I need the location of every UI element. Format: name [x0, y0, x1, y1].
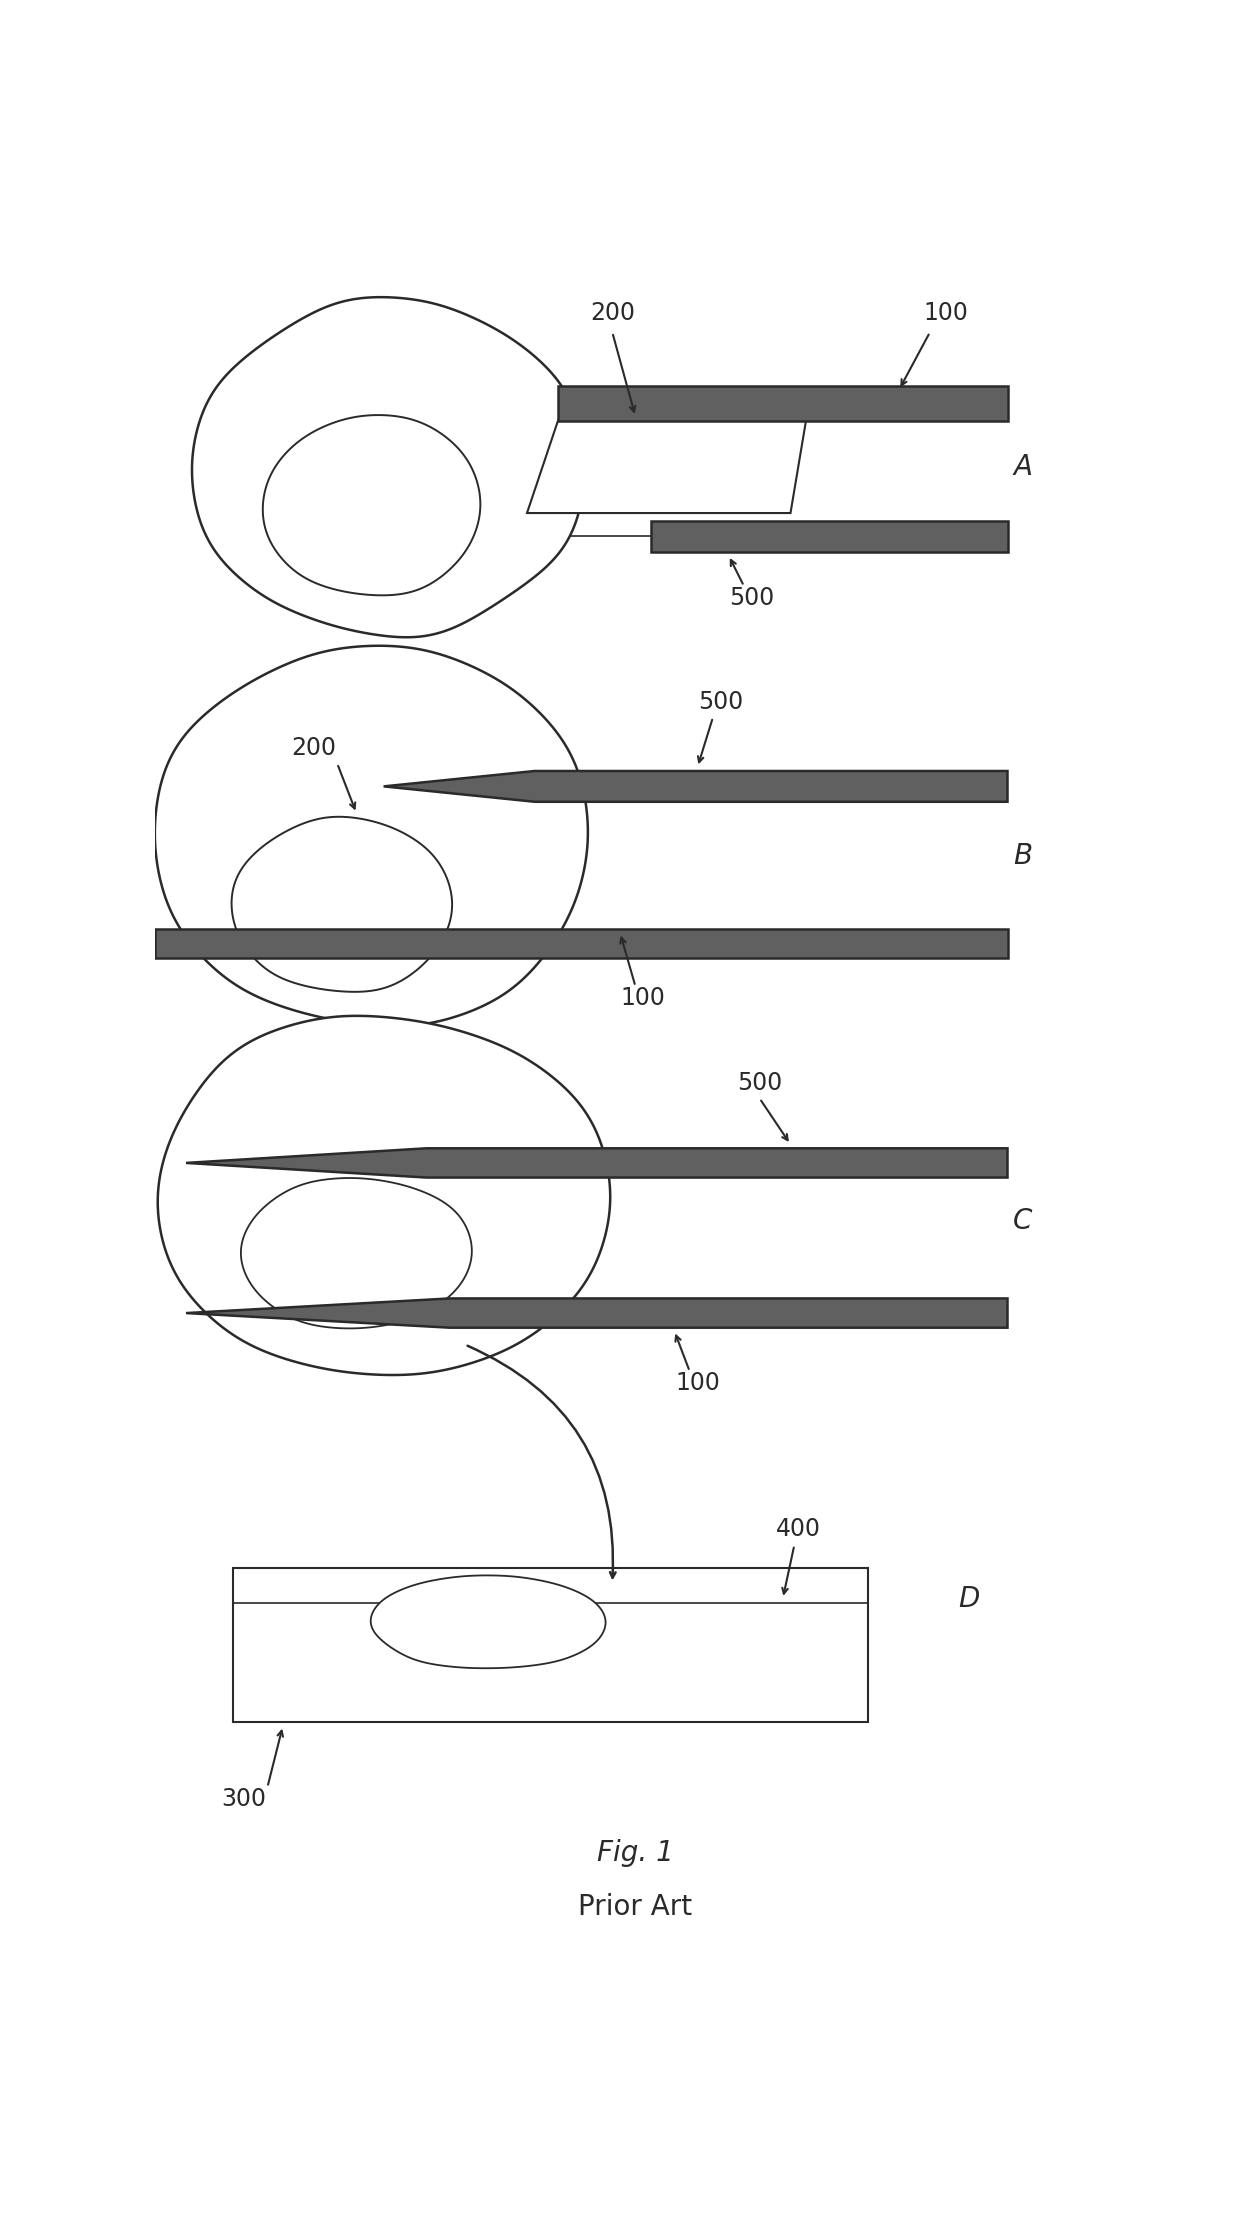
Text: 500: 500 [729, 587, 774, 609]
Polygon shape [157, 1015, 610, 1375]
Polygon shape [383, 771, 1007, 802]
Text: 100: 100 [675, 1371, 720, 1395]
Text: 200: 200 [590, 300, 635, 324]
Text: D: D [959, 1584, 980, 1613]
Text: 100: 100 [621, 987, 666, 1011]
Text: A: A [1013, 453, 1033, 480]
Text: C: C [1013, 1207, 1033, 1235]
Polygon shape [527, 420, 806, 513]
Text: 500: 500 [737, 1071, 782, 1095]
Text: 300: 300 [222, 1786, 267, 1811]
Polygon shape [155, 929, 1007, 958]
Polygon shape [186, 1149, 1007, 1178]
Text: Fig. 1: Fig. 1 [598, 1840, 673, 1866]
Polygon shape [232, 818, 453, 991]
Polygon shape [192, 298, 584, 638]
Text: Prior Art: Prior Art [578, 1893, 693, 1920]
Polygon shape [241, 1178, 472, 1329]
Polygon shape [155, 647, 588, 1027]
Polygon shape [651, 520, 1007, 551]
Text: 500: 500 [698, 689, 743, 713]
Polygon shape [233, 1569, 868, 1722]
Polygon shape [558, 387, 1007, 420]
Text: 200: 200 [291, 735, 336, 760]
Text: 400: 400 [776, 1518, 821, 1542]
Text: B: B [1013, 842, 1033, 869]
Polygon shape [186, 1298, 1007, 1329]
Text: 100: 100 [923, 300, 968, 324]
Polygon shape [263, 416, 480, 595]
Polygon shape [371, 1575, 605, 1669]
